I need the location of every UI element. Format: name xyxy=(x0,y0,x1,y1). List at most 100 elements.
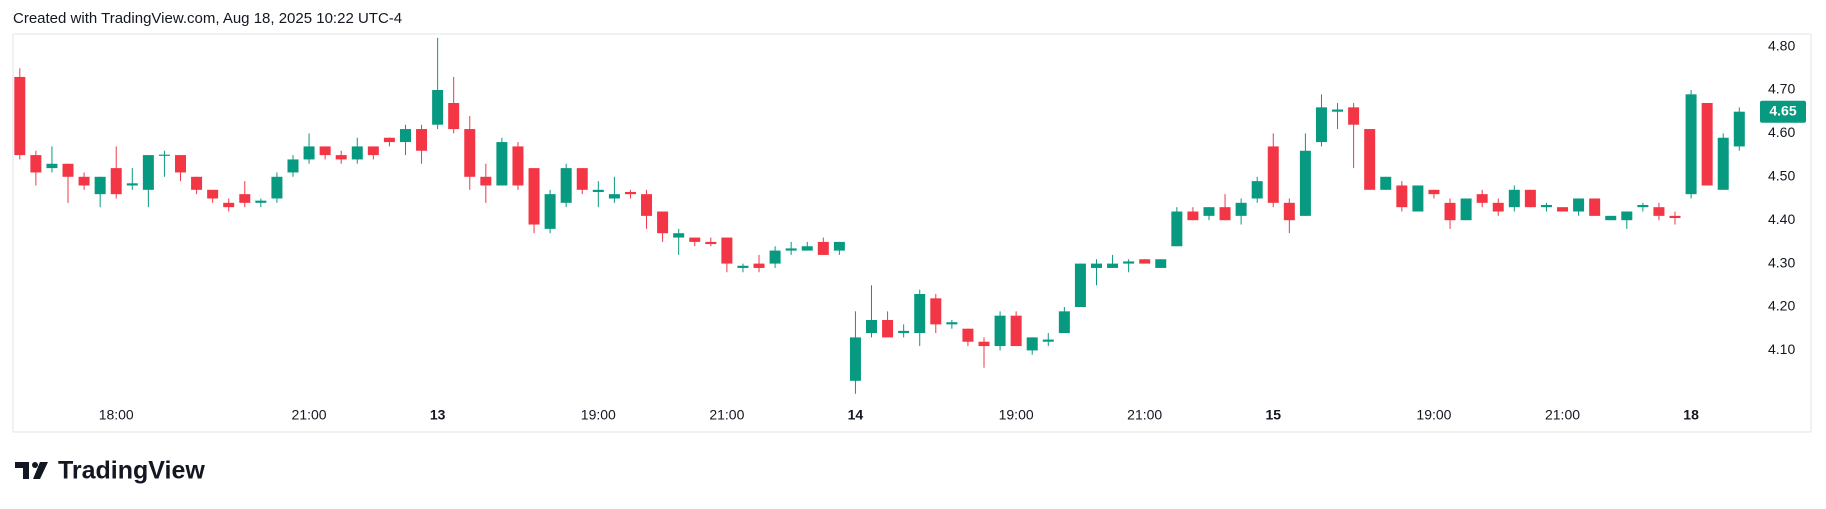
candle-body xyxy=(978,341,990,347)
candle-body xyxy=(1332,109,1344,112)
candle-body xyxy=(239,194,251,203)
candle-body xyxy=(721,237,733,264)
candle-body xyxy=(994,315,1006,347)
candle-body xyxy=(898,330,910,334)
x-tick-label: 18:00 xyxy=(99,407,134,423)
x-tick-label: 13 xyxy=(430,407,446,423)
y-tick-label: 4.70 xyxy=(1768,81,1795,97)
candle-body xyxy=(367,146,379,156)
candle-body xyxy=(158,154,170,156)
x-tick-label: 21:00 xyxy=(1545,407,1580,423)
candle-body xyxy=(1074,263,1086,308)
candle-body xyxy=(592,189,604,192)
candle-body xyxy=(866,320,878,334)
candle-body xyxy=(94,176,106,195)
candle-body xyxy=(641,194,653,216)
candle-body xyxy=(673,233,685,238)
candle-body xyxy=(1107,263,1119,268)
candle-body xyxy=(657,211,669,234)
candle-body xyxy=(1251,181,1263,199)
candle-body xyxy=(110,168,122,195)
candle-body xyxy=(1123,261,1135,264)
candle-body xyxy=(335,155,347,160)
x-tick-label: 21:00 xyxy=(709,407,744,423)
candle-body xyxy=(303,146,315,160)
candle-body xyxy=(1444,202,1456,221)
candle-body xyxy=(689,237,701,242)
candle-body xyxy=(255,200,267,203)
candle-body xyxy=(1155,259,1167,268)
candle-body xyxy=(46,163,58,169)
y-tick-label: 4.80 xyxy=(1768,37,1795,53)
candle-body xyxy=(1171,211,1183,247)
candle-body xyxy=(1139,259,1151,264)
candle-body xyxy=(1685,94,1697,195)
candle-body xyxy=(78,176,90,186)
candle-body xyxy=(1396,185,1408,208)
candle-body xyxy=(544,194,556,229)
candle-body xyxy=(576,168,588,190)
candle-body xyxy=(30,155,42,173)
candle-body xyxy=(191,176,203,190)
candle-body xyxy=(223,202,235,208)
candle-body xyxy=(560,168,572,203)
candle-body xyxy=(287,159,299,173)
candle-body xyxy=(1267,146,1279,203)
candle-body xyxy=(1010,315,1022,347)
candle-body xyxy=(946,322,958,325)
candle-body xyxy=(1733,111,1745,147)
candle-body xyxy=(480,176,492,186)
candle-body xyxy=(207,189,219,199)
candle-body xyxy=(62,163,74,177)
candle-body xyxy=(1042,339,1054,342)
candle-body xyxy=(1653,207,1665,216)
candle-body xyxy=(1364,129,1376,190)
candle-body xyxy=(14,76,26,156)
candle-body xyxy=(1557,207,1569,212)
candle-body xyxy=(1460,198,1472,221)
candle-body xyxy=(1621,211,1633,221)
last-price-label: 4.65 xyxy=(1769,102,1796,118)
candle-body xyxy=(319,146,331,156)
candle-body xyxy=(608,194,620,199)
candle-body xyxy=(351,146,363,160)
y-tick-label: 4.10 xyxy=(1768,341,1795,357)
candle-body xyxy=(1412,185,1424,212)
x-tick-label: 21:00 xyxy=(292,407,327,423)
candle-body xyxy=(817,241,829,255)
candle-body xyxy=(1669,215,1681,219)
x-tick-label: 21:00 xyxy=(1127,407,1162,423)
x-tick-label: 19:00 xyxy=(581,407,616,423)
y-tick-label: 4.60 xyxy=(1768,124,1795,140)
x-tick-label: 19:00 xyxy=(999,407,1034,423)
candle-body xyxy=(705,241,717,245)
x-tick-label: 19:00 xyxy=(1416,407,1451,423)
candle-body xyxy=(1380,176,1392,190)
candle-body xyxy=(1701,103,1713,186)
candle-body xyxy=(1524,189,1536,208)
candle-body xyxy=(1219,207,1231,221)
candle-body xyxy=(1589,198,1601,216)
brand-name: TradingView xyxy=(58,457,205,485)
candle-body xyxy=(1203,207,1215,216)
header-text: Created with TradingView.com, Aug 18, 20… xyxy=(13,10,402,27)
candle-body xyxy=(1540,205,1552,208)
candle-body xyxy=(399,129,411,143)
candle-body xyxy=(914,293,926,334)
candle-body xyxy=(142,155,154,190)
candle-body xyxy=(1058,311,1070,334)
candle-body xyxy=(496,142,508,186)
brand-logo xyxy=(15,462,48,479)
candle-body xyxy=(737,265,749,268)
candle-body xyxy=(769,250,781,264)
candle-body xyxy=(930,298,942,325)
candle-body xyxy=(1315,107,1327,143)
candle-body xyxy=(1492,202,1504,212)
candle-body xyxy=(1187,211,1199,221)
x-tick-label: 18 xyxy=(1683,407,1699,423)
candle-body xyxy=(753,263,765,268)
candle-body xyxy=(1026,337,1038,351)
candle-body xyxy=(448,103,460,130)
x-tick-label: 14 xyxy=(848,407,864,423)
